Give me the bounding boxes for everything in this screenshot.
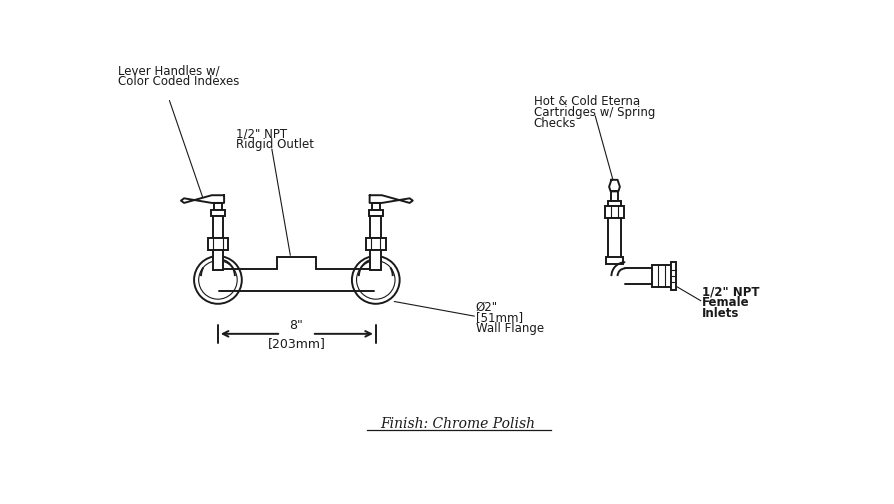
Bar — [213, 250, 224, 270]
Polygon shape — [369, 195, 413, 203]
Bar — [369, 210, 383, 216]
Text: 8": 8" — [290, 319, 303, 332]
Circle shape — [352, 256, 400, 304]
Bar — [366, 237, 386, 250]
Text: Lever Handles w/: Lever Handles w/ — [118, 65, 219, 77]
Text: Hot & Cold Eterna: Hot & Cold Eterna — [534, 95, 640, 108]
Text: Checks: Checks — [534, 117, 576, 130]
Bar — [653, 265, 670, 287]
Bar — [608, 201, 620, 206]
Circle shape — [194, 256, 241, 304]
Text: Finish: Chrome Polish: Finish: Chrome Polish — [381, 417, 536, 431]
Bar — [611, 192, 618, 201]
Bar — [370, 216, 381, 237]
Polygon shape — [181, 195, 224, 203]
Text: Wall Flange: Wall Flange — [476, 322, 544, 335]
Text: Color Coded Indexes: Color Coded Indexes — [118, 75, 240, 88]
Bar — [606, 257, 623, 264]
Text: 1/2" NPT: 1/2" NPT — [236, 128, 287, 141]
Bar — [372, 203, 380, 210]
Bar — [208, 237, 228, 250]
Polygon shape — [609, 180, 620, 192]
Bar — [214, 203, 222, 210]
Bar — [211, 210, 225, 216]
Text: Ridgid Outlet: Ridgid Outlet — [236, 138, 314, 151]
Text: Inlets: Inlets — [703, 307, 739, 320]
Text: Female: Female — [703, 296, 750, 309]
Bar — [213, 216, 224, 237]
Text: Ø2": Ø2" — [476, 301, 498, 313]
Bar — [670, 262, 676, 290]
Text: [203mm]: [203mm] — [267, 337, 325, 350]
Text: 1/2" NPT: 1/2" NPT — [703, 285, 760, 298]
Text: [51mm]: [51mm] — [476, 311, 523, 325]
Bar — [605, 206, 624, 218]
Bar — [370, 250, 381, 270]
Bar — [608, 218, 620, 261]
Text: Cartridges w/ Spring: Cartridges w/ Spring — [534, 106, 655, 119]
